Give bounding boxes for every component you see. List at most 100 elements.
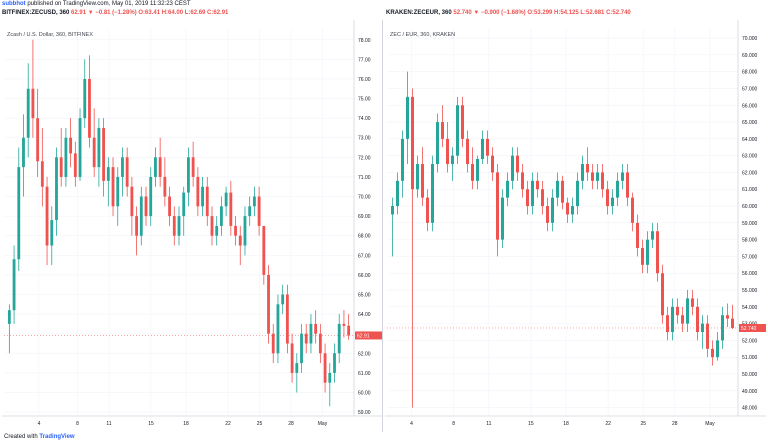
left-candlestick-chart[interactable]: 78.00 77.00 76.00 75.00 74.00 73.00 72.00 71.00…	[2, 20, 382, 432]
tradingview-logo[interactable]: TradingView	[39, 434, 75, 440]
candle-body	[476, 159, 479, 181]
candle-body	[696, 306, 699, 333]
candle-body	[337, 323, 341, 354]
author-name[interactable]: subbhot	[2, 1, 26, 7]
y-tick-label: 54.000	[742, 305, 758, 311]
candle-body	[551, 197, 554, 223]
candle-body	[36, 118, 40, 162]
chart-panel-left[interactable]: 78.00 77.00 76.00 75.00 74.00 73.00 72.00 71.00…	[2, 20, 383, 432]
candle-body	[501, 197, 504, 240]
y-tick-label: 61.00	[358, 371, 371, 377]
candle-body	[267, 274, 270, 334]
right-candlestick-chart[interactable]: 70.000 69.000 68.000 67.000 66.000 65.000 64.0…	[385, 20, 766, 432]
candle-body	[318, 333, 322, 354]
y-tick-label: 51.000	[742, 355, 758, 361]
candle-body	[238, 235, 242, 246]
candle-body	[586, 164, 589, 173]
candle-body	[304, 333, 308, 344]
left-ohlc-values: 62.91 ▼ −0.81 (−1.28%) O:63.41 H:64.00 L…	[71, 10, 229, 16]
candle-body	[556, 180, 559, 198]
y-tick-label: 49.000	[742, 389, 758, 395]
candle-body	[511, 155, 514, 181]
x-tick-label: 11	[486, 421, 491, 427]
candle-body	[64, 137, 68, 177]
candle-body	[97, 127, 101, 168]
candle-body	[661, 273, 664, 316]
y-tick-label: 61.000	[742, 187, 758, 193]
candle-body	[262, 225, 266, 275]
candle-body	[300, 333, 303, 364]
candle-body	[656, 231, 659, 274]
y-tick-label: 74.00	[358, 116, 371, 122]
candle-body	[168, 196, 171, 217]
candle-body	[576, 180, 579, 207]
x-tick-label: 25	[257, 421, 263, 427]
candle-body	[486, 138, 489, 156]
x-tick-label: 28	[288, 421, 294, 427]
candle-body	[521, 172, 524, 190]
y-tick-label: 65.000	[742, 120, 758, 126]
candle-body	[106, 167, 110, 181]
chart-panel-right[interactable]: 70.000 69.000 68.000 67.000 66.000 65.000 64.0…	[385, 20, 766, 432]
candle-body	[154, 157, 157, 177]
candle-body	[426, 197, 429, 223]
candle-body	[40, 161, 44, 187]
candle-body	[461, 105, 464, 139]
x-tick-label: May	[705, 421, 715, 427]
y-tick-label: 60.00	[358, 390, 371, 396]
candle-body	[172, 216, 176, 236]
candle-body	[45, 186, 49, 246]
candle-body	[248, 206, 252, 217]
candle-body	[726, 315, 729, 319]
candle-body	[182, 192, 186, 217]
candle-body	[144, 196, 148, 217]
candle-body	[342, 323, 346, 326]
candle-body	[276, 304, 280, 354]
candle-body	[601, 172, 604, 190]
footer: Created with TradingView	[4, 434, 75, 440]
candle-body	[59, 157, 63, 177]
candle-body	[234, 225, 237, 236]
candle-body	[55, 157, 58, 221]
candle-body	[596, 172, 599, 181]
candle-body	[271, 333, 275, 354]
candle-body	[446, 138, 449, 165]
candle-body	[219, 206, 223, 226]
candle-body	[12, 259, 16, 311]
candle-body	[401, 138, 404, 181]
candle-body	[406, 96, 409, 139]
y-tick-label: 66.00	[358, 273, 371, 279]
candle-body	[191, 157, 195, 177]
candle-body	[205, 186, 209, 217]
candle-body	[466, 138, 469, 165]
x-tick-label: 28	[672, 421, 678, 427]
candle-body	[17, 167, 21, 260]
candle-body	[496, 172, 499, 240]
y-tick-label: 55.000	[742, 288, 758, 294]
candle-body	[83, 78, 87, 119]
y-tick-label: 70.000	[742, 36, 758, 42]
candle-body	[347, 325, 351, 336]
y-tick-label: 66.000	[742, 103, 758, 109]
right-symbol: KRAKEN:ZECEUR, 360	[386, 10, 452, 16]
candle-body	[7, 310, 11, 324]
candle-body	[210, 216, 214, 236]
x-tick-label: 4	[410, 421, 413, 427]
candle-body	[436, 122, 439, 165]
candle-body	[716, 340, 719, 358]
y-tick-label: 56.000	[742, 271, 758, 277]
y-tick-label: 69.000	[742, 53, 758, 59]
candle-body	[177, 216, 181, 236]
y-tick-label: 78.00	[358, 38, 371, 44]
candle-body	[116, 176, 120, 207]
y-tick-label: 59.00	[358, 410, 371, 416]
x-tick-label: 4	[38, 421, 41, 427]
candle-body	[257, 196, 261, 226]
y-tick-label: 60.000	[742, 204, 758, 210]
y-tick-label: 58.000	[742, 238, 758, 244]
candle-body	[616, 180, 619, 198]
candle-body	[626, 172, 629, 198]
candle-body	[69, 137, 73, 154]
candle-body	[561, 180, 564, 203]
y-tick-label: 62.00	[358, 351, 371, 357]
